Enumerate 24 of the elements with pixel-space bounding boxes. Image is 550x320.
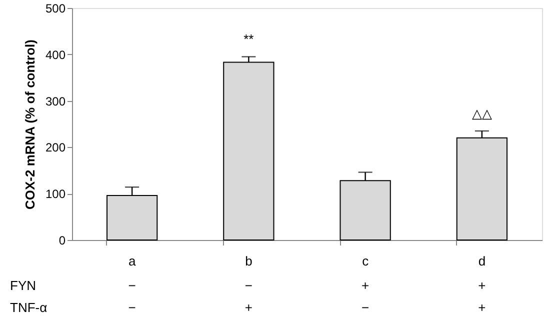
annotation: ** [244,32,254,47]
y-axis-title: COX-2 mRNA (% of control) [22,40,38,210]
y-tick-label: 0 [58,234,66,248]
y-tick-label: 100 [45,187,66,202]
y-tick-label: 200 [45,140,66,155]
text: − [244,278,252,293]
text: − [128,300,136,315]
text: FYN [10,278,36,293]
text: + [362,278,370,293]
x-tick-label: d [478,254,486,268]
bar [223,62,274,240]
y-tick-label: 500 [45,2,66,16]
text: TNF-α [10,300,48,315]
y-tick-label: 400 [45,48,66,62]
text: + [244,300,252,315]
x-tick-label: b [245,254,252,268]
text: − [128,278,136,293]
x-tick-label: c [362,254,370,268]
y-tick-label: 300 [45,94,66,108]
x-tick-label: a [128,254,136,268]
text: + [478,278,486,293]
annotation: △△ [472,106,492,121]
text: + [478,300,486,315]
text: − [362,300,370,315]
